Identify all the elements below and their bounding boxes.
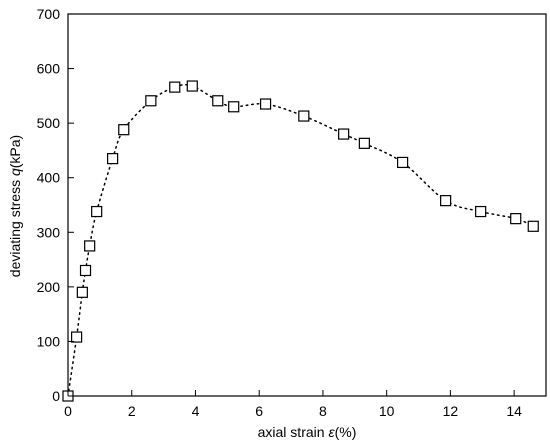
x-tick-label: 8	[319, 403, 327, 419]
y-axis-title: deviating stress q(kPa)	[7, 135, 23, 277]
data-point	[259, 98, 272, 110]
y-tick-label: 700	[37, 6, 61, 22]
data-point	[358, 137, 370, 149]
data-point	[228, 101, 240, 113]
data-point	[397, 156, 409, 169]
data-point	[475, 205, 487, 218]
x-tick-label: 4	[192, 403, 200, 419]
y-tick-label: 100	[37, 333, 61, 349]
x-tick-label: 10	[379, 403, 395, 419]
data-point	[145, 95, 157, 107]
dotted-curve	[67, 83, 535, 397]
data-point	[84, 240, 96, 252]
y-tick-label: 0	[52, 388, 60, 404]
y-tick-label: 300	[37, 224, 61, 240]
data-point	[440, 195, 452, 207]
x-tick-label: 12	[443, 403, 459, 419]
data-point	[71, 331, 83, 343]
x-tick-label: 14	[506, 403, 522, 419]
series-line	[67, 83, 535, 397]
data-point	[186, 80, 198, 92]
data-point	[76, 286, 88, 298]
x-axis-title: axial strain ε(%)	[258, 424, 357, 440]
data-point	[338, 128, 350, 140]
data-point	[107, 153, 119, 165]
data-point	[212, 95, 224, 107]
data-point	[510, 213, 522, 225]
y-tick-label: 500	[37, 115, 61, 131]
data-point	[298, 110, 310, 122]
x-tick-label: 2	[128, 403, 136, 419]
data-point	[118, 124, 130, 136]
x-tick-label: 6	[255, 403, 263, 419]
axes	[67, 13, 547, 397]
ticks: 0 2 4 6 8 10 12 14 0 100 200 300 400 500 600 700	[37, 6, 522, 419]
y-tick-label: 600	[37, 61, 61, 77]
data-point	[91, 205, 103, 218]
plot-frame	[67, 13, 547, 397]
y-tick-label: 400	[37, 170, 61, 186]
data-point	[79, 264, 92, 277]
data-point	[169, 81, 181, 93]
y-tick-label: 200	[37, 279, 61, 295]
data-point	[527, 220, 539, 232]
x-tick-label: 0	[64, 403, 72, 419]
data-markers	[62, 80, 539, 402]
